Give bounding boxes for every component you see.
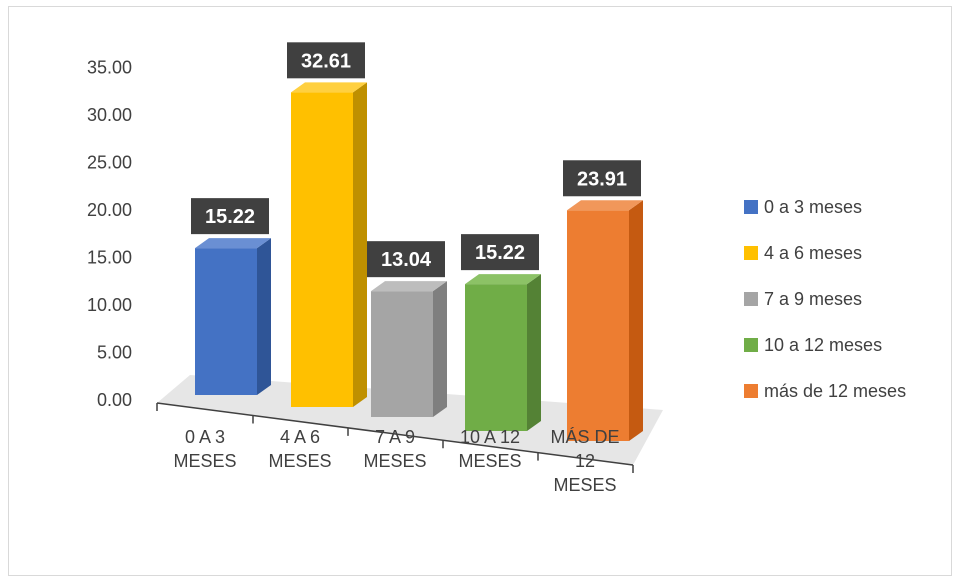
- legend-entry: 10 a 12 meses: [764, 335, 882, 355]
- x-axis-line: [156, 402, 634, 466]
- bar-side: [257, 238, 271, 395]
- category-label: 4 A 6: [280, 427, 320, 447]
- category-label: MESES: [363, 451, 426, 471]
- legend-entry: 0 a 3 meses: [764, 197, 862, 217]
- legend-entry: 4 a 6 meses: [764, 243, 862, 263]
- bar-top: [371, 281, 447, 292]
- y-tick-label: 10.00: [87, 295, 132, 315]
- y-tick-label: 25.00: [87, 153, 132, 173]
- data-label-box: [287, 42, 365, 79]
- legend-swatch: [744, 338, 758, 352]
- bar: [465, 284, 527, 431]
- data-label-box: [367, 241, 445, 278]
- bar-top: [567, 200, 643, 211]
- legend-swatch: [744, 200, 758, 214]
- y-tick-label: 20.00: [87, 200, 132, 220]
- bar: [371, 291, 433, 417]
- category-label: MESES: [458, 451, 521, 471]
- bar-side: [353, 82, 367, 407]
- bar-side: [433, 281, 447, 417]
- bar: [567, 210, 629, 441]
- category-label: MÁS DE: [550, 427, 619, 447]
- legend-swatch: [744, 292, 758, 306]
- bar: [291, 92, 353, 407]
- category-label: 7 A 9: [375, 427, 415, 447]
- data-label-box: [191, 198, 269, 235]
- category-label: MESES: [553, 475, 616, 495]
- bar-top: [195, 238, 271, 249]
- category-label: 0 A 3: [185, 427, 225, 447]
- legend-entry: 7 a 9 meses: [764, 289, 862, 309]
- legend-swatch: [744, 246, 758, 260]
- chart-floor: [157, 375, 663, 465]
- data-label: 32.61: [301, 50, 351, 72]
- y-tick-label: 35.00: [87, 58, 132, 78]
- legend-entry: más de 12 meses: [764, 381, 906, 401]
- category-label: 10 A 12: [460, 427, 520, 447]
- y-tick-label: 30.00: [87, 105, 132, 125]
- data-label: 13.04: [381, 249, 432, 271]
- legend-swatch: [744, 384, 758, 398]
- data-label: 15.22: [205, 206, 255, 228]
- y-tick-label: 0.00: [97, 390, 132, 410]
- y-tick-label: 5.00: [97, 343, 132, 363]
- data-label-box: [461, 234, 539, 271]
- bar-side: [629, 200, 643, 441]
- category-label: MESES: [268, 451, 331, 471]
- data-label: 15.22: [475, 242, 525, 264]
- bar-top: [465, 274, 541, 285]
- y-tick-label: 15.00: [87, 248, 132, 268]
- bar-side: [527, 274, 541, 431]
- category-label: 12: [575, 451, 595, 471]
- bar-top: [291, 82, 367, 93]
- bar: [195, 248, 257, 395]
- data-label-box: [563, 160, 641, 197]
- category-label: MESES: [173, 451, 236, 471]
- data-label: 23.91: [577, 168, 627, 190]
